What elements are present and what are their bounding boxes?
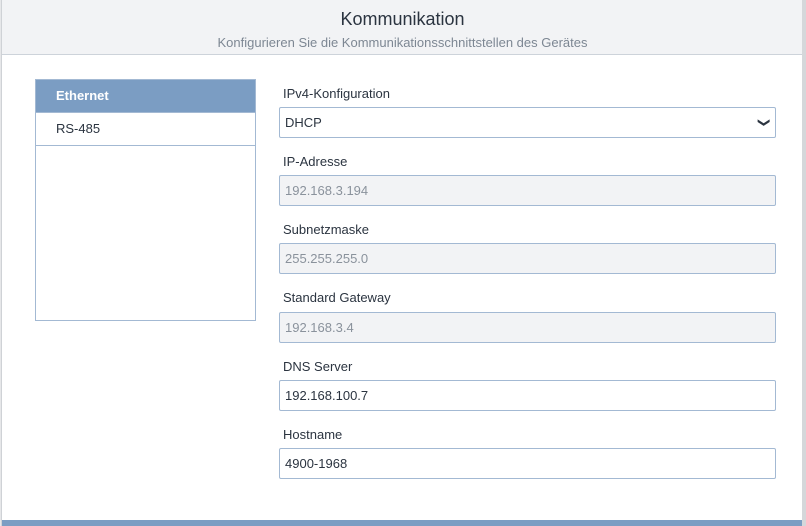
hostname-input[interactable]: 4900-1968 [279, 448, 776, 479]
dns-server-input[interactable]: 192.168.100.7 [279, 380, 776, 411]
ipv4-selected-value: DHCP [285, 115, 322, 130]
sidebar-item-ethernet[interactable]: Ethernet [36, 80, 255, 113]
ipv4-config-select[interactable]: DHCP ❯ [279, 107, 776, 138]
page-header: Kommunikation Konfigurieren Sie die Komm… [2, 0, 803, 55]
subnet-mask-input[interactable]: 255.255.255.0 [279, 243, 776, 274]
page-subtitle: Konfigurieren Sie die Kommunikationsschn… [217, 35, 588, 50]
scrollbar-track[interactable] [802, 0, 806, 526]
chevron-down-icon: ❯ [757, 117, 772, 128]
subnet-label: Subnetzmaske [283, 222, 369, 237]
ipv4-label: IPv4-Konfiguration [283, 86, 390, 101]
sidebar-item-rs485[interactable]: RS-485 [36, 113, 255, 146]
gateway-label: Standard Gateway [283, 290, 391, 305]
page-title: Kommunikation [340, 9, 465, 29]
ip-label: IP-Adresse [283, 154, 348, 169]
ip-address-input[interactable]: 192.168.3.194 [279, 175, 776, 206]
bottom-accent-bar [2, 520, 803, 526]
hostname-label: Hostname [283, 427, 343, 442]
dns-label: DNS Server [283, 359, 353, 374]
gateway-input[interactable]: 192.168.3.4 [279, 312, 776, 343]
interface-list: Ethernet RS-485 [35, 79, 256, 321]
